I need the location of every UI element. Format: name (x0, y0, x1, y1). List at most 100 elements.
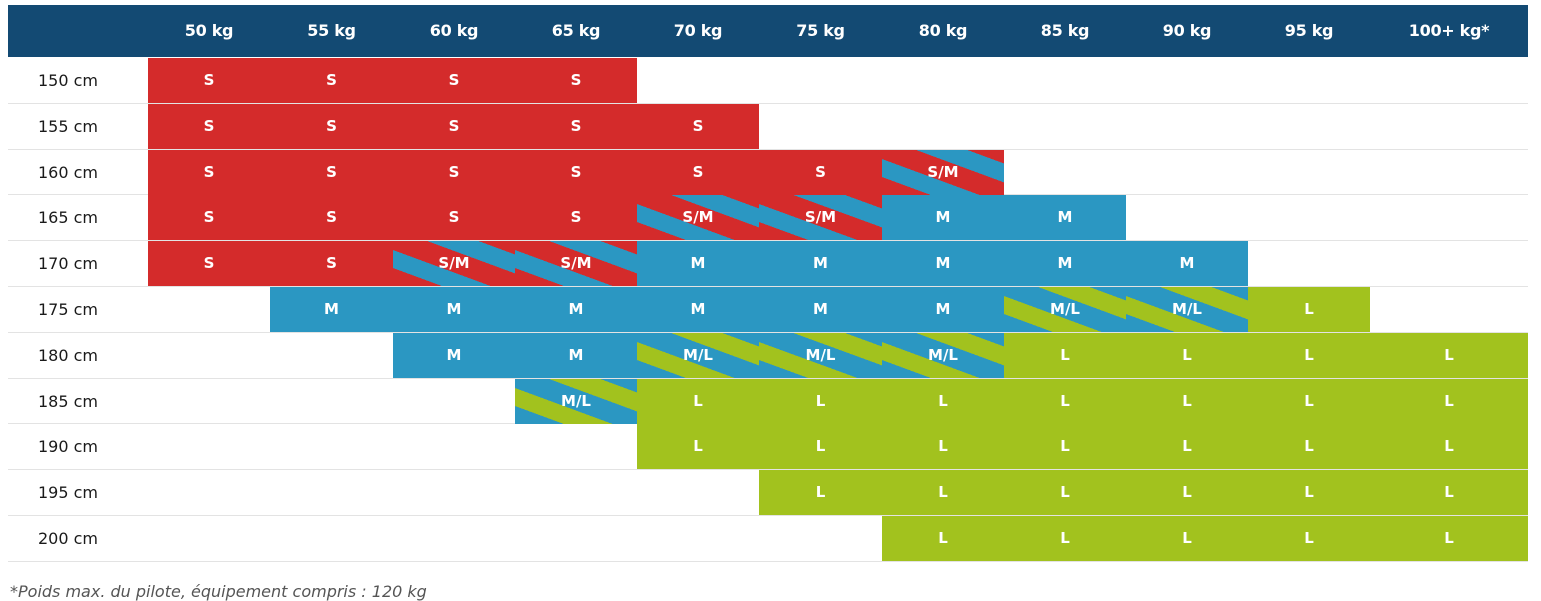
table-row: 195 cm L L L L L L (8, 470, 1528, 516)
row-label: 200 cm (38, 529, 99, 548)
size-label: M (446, 345, 462, 364)
size-label: S (570, 71, 582, 89)
size-cell: S (515, 103, 637, 149)
size-cell: M (1004, 195, 1126, 241)
size-cell: S (637, 149, 759, 195)
size-cell: S (637, 103, 759, 149)
row-label: 150 cm (38, 71, 99, 90)
column-header: 100+ kg* (1408, 21, 1490, 40)
table-row: 180 cm M M M/L M/L M/L L L L L (8, 332, 1528, 379)
size-cell: L (1248, 516, 1370, 561)
size-label: S (326, 116, 337, 135)
size-label: L (1304, 437, 1314, 456)
size-label: S/M (804, 208, 837, 227)
table-row: 185 cm M/L L L L L L L L (8, 378, 1528, 425)
size-label: S (326, 208, 337, 227)
size-label: L (1444, 391, 1454, 410)
size-cell: S (270, 149, 393, 195)
row-label: 180 cm (38, 345, 99, 365)
size-label: M (1057, 208, 1073, 227)
size-label: L (1060, 483, 1070, 502)
table-row: 165 cm S S S S S/M S/M M M (8, 195, 1528, 242)
size-label: L (815, 483, 826, 502)
size-label: S (203, 162, 215, 181)
size-label: M (568, 300, 584, 318)
size-label: S (448, 162, 460, 181)
size-label: S (203, 71, 215, 89)
row-label: 195 cm (38, 483, 99, 503)
size-cell: S (148, 241, 270, 287)
size-cell: M/L (637, 332, 759, 378)
size-cell: L (1126, 470, 1248, 516)
size-cell: M (637, 241, 759, 287)
size-label: M (690, 300, 706, 318)
size-label: M/L (1050, 300, 1080, 318)
column-header: 50 kg (184, 21, 234, 40)
size-cell: L (1370, 470, 1528, 516)
size-label: S (570, 116, 582, 135)
size-cell: S (515, 195, 637, 241)
size-cell: L (1370, 516, 1528, 561)
size-label: L (1060, 345, 1070, 364)
size-cell: S (270, 241, 393, 287)
size-cell: S (270, 195, 393, 241)
size-label: L (1060, 437, 1070, 456)
size-cell: S/M (515, 241, 637, 287)
size-cell: M/L (1126, 287, 1248, 332)
size-label: M (935, 300, 951, 318)
size-label: M (690, 254, 706, 273)
column-header: 90 kg (1162, 21, 1212, 40)
size-cell: L (1370, 378, 1528, 424)
size-label: L (1444, 529, 1454, 547)
size-label: S/M (682, 208, 714, 227)
size-label: S (326, 162, 337, 181)
size-cell: S (393, 149, 515, 195)
size-cell: S/M (882, 149, 1004, 195)
size-label: L (815, 437, 826, 456)
size-label: L (815, 391, 826, 410)
size-cell: S (148, 58, 270, 103)
size-cell: M (637, 287, 759, 332)
size-cell: L (1126, 516, 1248, 561)
size-cell: M/L (515, 378, 637, 424)
size-cell: L (882, 516, 1004, 561)
size-cell: M/L (882, 332, 1004, 378)
size-label: M (1057, 254, 1073, 273)
size-cell: L (759, 378, 882, 424)
size-label: L (693, 391, 703, 410)
size-label: L (1444, 483, 1454, 502)
size-cell: L (882, 378, 1004, 424)
size-label: S/M (927, 162, 959, 181)
size-cell: L (1004, 424, 1126, 470)
size-cell: M (393, 332, 515, 378)
size-label: M (1179, 254, 1195, 273)
size-cell: S (515, 58, 637, 103)
size-cell: S (270, 103, 393, 149)
size-cell: M (393, 287, 515, 332)
size-cell: S (393, 195, 515, 241)
size-label: S (203, 208, 215, 227)
size-label: L (1444, 437, 1454, 456)
size-cell: S (148, 103, 270, 149)
size-cell: L (1248, 378, 1370, 424)
table-row: 190 cm L L L L L L L (8, 424, 1528, 471)
size-label: M/L (1172, 300, 1202, 318)
size-cell: L (1248, 424, 1370, 470)
size-label: S (692, 116, 704, 135)
size-label: L (1060, 391, 1070, 410)
size-cell: S/M (759, 195, 882, 241)
size-label: L (1182, 483, 1192, 502)
size-label: S (692, 162, 704, 181)
size-label: L (1304, 345, 1314, 364)
size-cell: L (637, 424, 759, 470)
size-cell: L (1126, 378, 1248, 424)
size-label: S (448, 208, 460, 227)
footnote: *Poids max. du pilote, équipement compri… (10, 582, 427, 601)
size-cell: L (637, 378, 759, 424)
size-cell: M (759, 287, 882, 332)
column-header: 95 kg (1284, 21, 1334, 40)
size-cell: S (148, 149, 270, 195)
row-label: 190 cm (38, 437, 99, 457)
size-cell: L (882, 470, 1004, 516)
size-label: S (448, 116, 460, 135)
